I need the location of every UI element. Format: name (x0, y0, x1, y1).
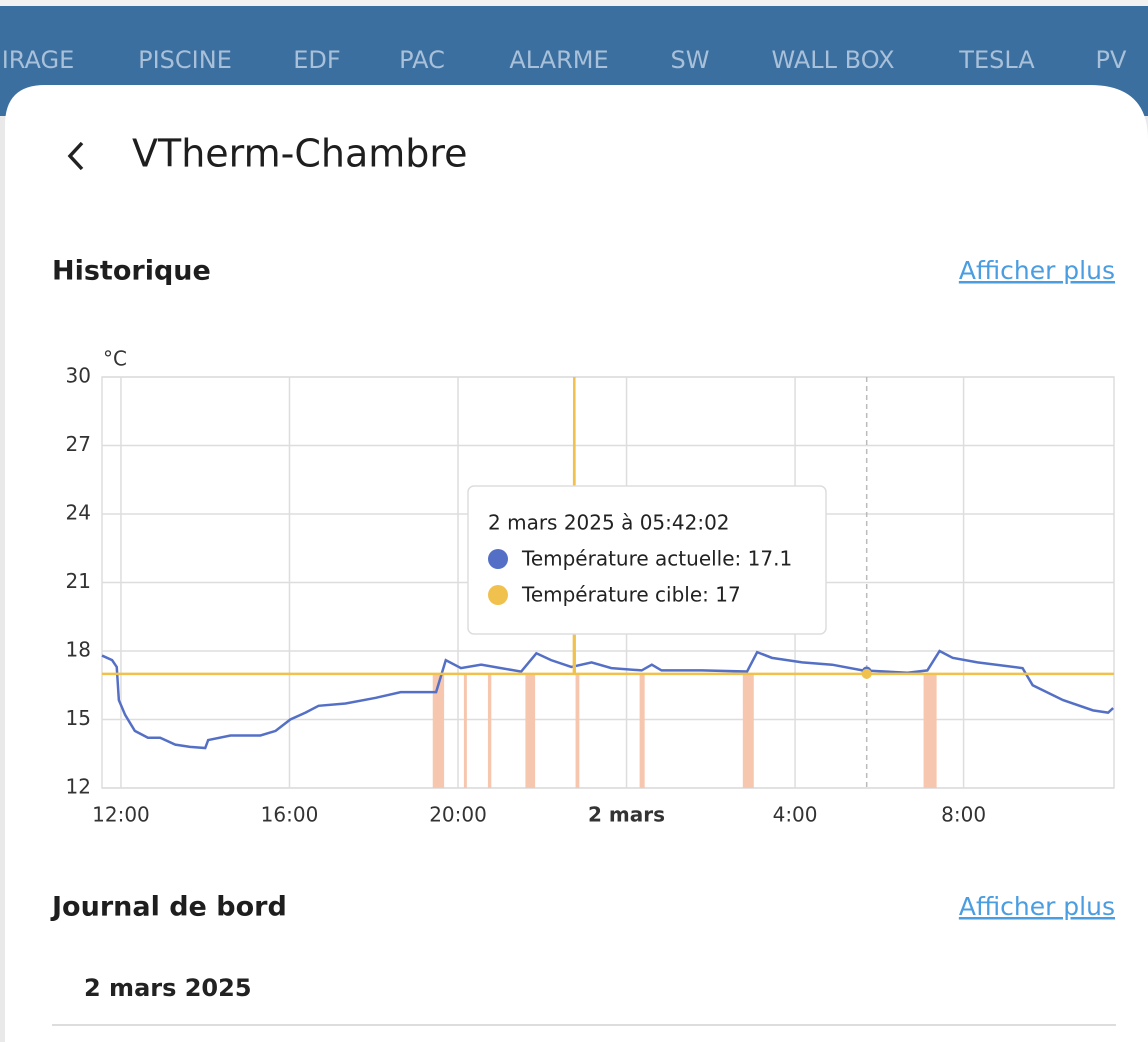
x-tick-label: 20:00 (429, 803, 487, 827)
legend-dot (488, 585, 508, 605)
tab[interactable]: PV (1096, 46, 1127, 74)
tab[interactable]: ALARME (509, 46, 608, 74)
x-tick-label: 2 mars (588, 803, 665, 827)
heating-band (639, 673, 645, 788)
tabs: IRAGE PISCINE EDF PAC ALARME SW WALL BOX TESLA P… (2, 46, 1127, 74)
tab[interactable]: WALL BOX (771, 46, 894, 74)
x-tick-label: 8:00 (941, 803, 986, 827)
x-tick-label: 4:00 (773, 803, 818, 827)
tab[interactable]: SW (671, 46, 710, 74)
heating-band (525, 673, 536, 788)
heating-band (923, 673, 937, 788)
x-tick-label: 12:00 (92, 803, 150, 827)
series-line (101, 649, 1114, 750)
plot-border (101, 376, 1115, 789)
heating-band (742, 673, 754, 788)
y-tick-label: 30 (66, 364, 91, 388)
top-strip (0, 0, 1148, 6)
tab[interactable]: EDF (293, 46, 340, 74)
section-heading: Historique (52, 256, 211, 287)
tab[interactable]: PISCINE (138, 46, 232, 74)
heating-band (463, 673, 467, 788)
tab[interactable]: IRAGE (2, 46, 75, 74)
heating-band (575, 673, 580, 788)
y-tick-label: 12 (66, 775, 91, 799)
journal-date: 2 mars 2025 (84, 974, 252, 1002)
tooltip (467, 485, 827, 635)
y-tick-label: 15 (66, 706, 91, 730)
more-link[interactable]: Afficher plus (959, 256, 1115, 285)
y-tick-label: 21 (66, 569, 91, 593)
heating-band (432, 673, 445, 788)
y-unit: °C (103, 347, 127, 371)
dialog-title: VTherm-Chambre (132, 132, 468, 176)
x-tick-label: 16:00 (261, 803, 319, 827)
tab[interactable]: TESLA (958, 46, 1035, 74)
tooltip-time: 2 mars 2025 à 05:42:02 (488, 511, 730, 535)
tab[interactable]: PAC (399, 46, 445, 74)
tooltip-line: Température cible: 17 (521, 583, 741, 607)
tooltip-line: Température actuelle: 17.1 (521, 547, 792, 571)
series-line (102, 376, 1114, 676)
y-tick-label: 18 (66, 638, 91, 662)
hover-dot (861, 668, 872, 679)
chart: 12 15 18 21 24 27 30 12:00 16:00 20:00 2 mars 4:00 8… (66, 364, 1115, 827)
heating-band (487, 673, 492, 788)
y-tick-label: 24 (66, 501, 91, 525)
more-link[interactable]: Afficher plus (959, 892, 1115, 921)
section-heading: Journal de bord (50, 892, 287, 923)
back-button[interactable] (67, 141, 84, 171)
y-tick-label: 27 (66, 432, 91, 456)
legend-dot (488, 549, 508, 569)
